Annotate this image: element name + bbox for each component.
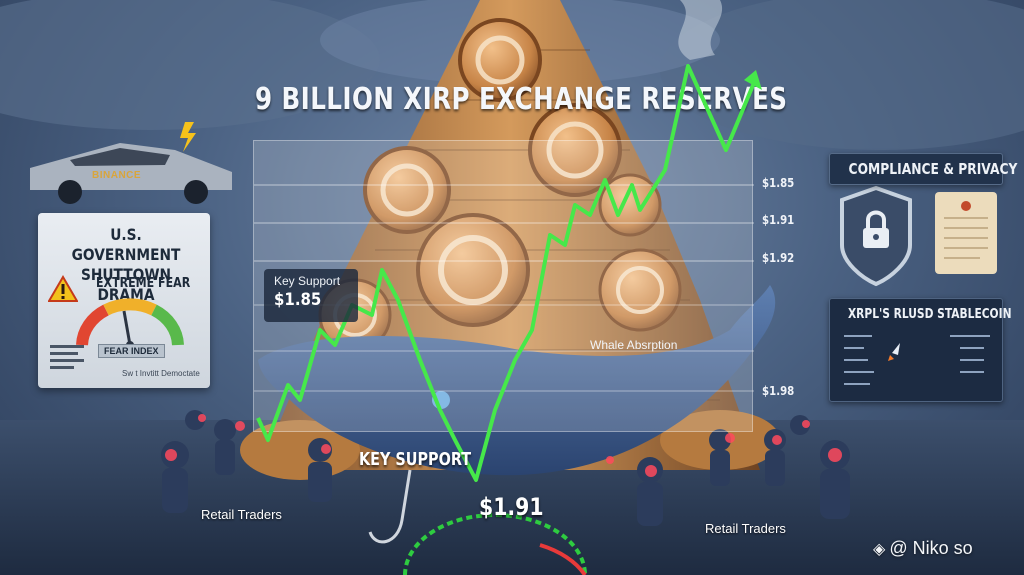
watermark-text: @ Niko so: [889, 538, 973, 558]
car-brand-label: BINANCE: [92, 170, 142, 181]
rlusd-panel: XRPL'S RLUSD STABLECOIN: [829, 298, 1012, 402]
key-support-label: Key Support: [274, 274, 341, 288]
watermark: ◈ @ Niko so: [873, 538, 973, 559]
price-label-3: $1.92: [762, 251, 795, 265]
rlusd-table-decor: [844, 335, 990, 385]
binance-logo-icon: ◈: [873, 541, 886, 558]
fear-index-label: FEAR INDEX: [98, 344, 165, 358]
rlusd-title: XRPL'S RLUSD STABLECOIN: [847, 307, 1012, 322]
warning-icon: [48, 275, 78, 302]
shutdown-footer: Sw t Invtitt Democtate: [122, 369, 200, 378]
price-label-4: $1.98: [762, 384, 795, 398]
lightning-icon: [180, 122, 196, 152]
fear-gauge-icon: [76, 298, 184, 349]
privacy-shield-icon: [840, 185, 912, 287]
retail-traders-right-label: Retail Traders: [705, 521, 786, 536]
retail-traders-left-label: Retail Traders: [201, 507, 282, 522]
key-support-value: $1.85: [274, 290, 322, 310]
whale-absorption-label: Whale Absrption: [590, 338, 678, 352]
sentiment-label: EXTREME FEAR: [96, 276, 191, 291]
shutdown-panel: U.S. GOVERNMENT SHUTTOWN DRAMA EXTREME F…: [38, 213, 210, 388]
key-support-low-price: $1.91: [479, 493, 544, 521]
price-label-1: $1.85: [762, 176, 795, 190]
text-lines-decor: [50, 345, 84, 369]
page-title: 9 BILLION XIRP EXCHANGE RESERVES: [255, 82, 788, 117]
rocket-icon: [888, 343, 900, 361]
cybertruck-icon: [30, 143, 232, 204]
price-label-2: $1.91: [762, 213, 795, 227]
compliance-title: COMPLIANCE & PRIVACY: [829, 153, 1017, 185]
document-scroll-icon: [935, 192, 997, 274]
key-support-low-label: KEY SUPPORT: [359, 449, 472, 470]
key-support-box: Key Support $1.85: [264, 269, 358, 322]
shutdown-title: U.S. GOVERNMENT SHUTTOWN DRAMA: [71, 225, 181, 304]
